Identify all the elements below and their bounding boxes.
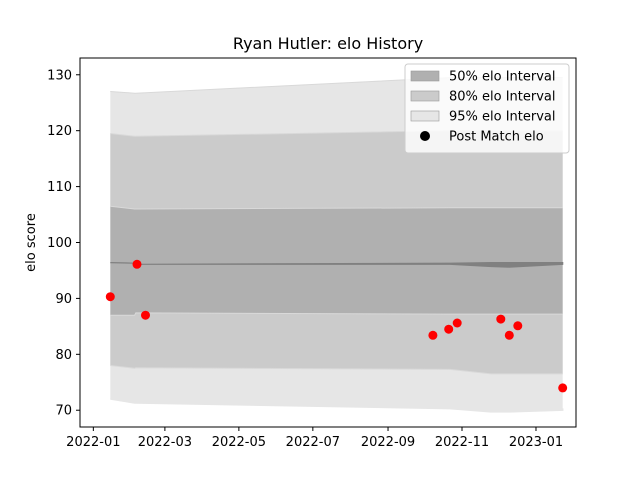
legend: 50% elo Interval 80% elo Interval 95% elo … bbox=[404, 63, 570, 154]
y-tick-label: 100 bbox=[47, 236, 72, 251]
x-tick-label: 2023-01 bbox=[509, 435, 563, 450]
x-tick-label: 2022-01 bbox=[66, 435, 120, 450]
elo-point bbox=[452, 318, 462, 328]
y-tick-label: 80 bbox=[55, 348, 72, 363]
legend-marker bbox=[420, 131, 430, 141]
band-50 bbox=[110, 206, 563, 316]
x-tick-label: 2022-11 bbox=[435, 435, 489, 450]
y-tick-label: 130 bbox=[47, 68, 72, 83]
post-match-points bbox=[105, 259, 568, 393]
elo-point bbox=[558, 383, 568, 393]
y-axis-label: elo score bbox=[24, 213, 39, 272]
elo-point bbox=[496, 314, 506, 324]
elo-point bbox=[428, 330, 438, 340]
x-tick-label: 2022-09 bbox=[361, 435, 415, 450]
band-95-lower-fill bbox=[110, 365, 563, 410]
edge-50-upper bbox=[110, 205, 563, 210]
center-band bbox=[110, 262, 564, 268]
elo-center-line bbox=[110, 262, 564, 268]
legend-swatch bbox=[410, 110, 440, 122]
x-tick-label: 2022-07 bbox=[286, 435, 340, 450]
y-tick-label: 110 bbox=[47, 180, 72, 195]
y-tick-label: 70 bbox=[55, 404, 72, 419]
legend-label: 80% elo Interval bbox=[449, 90, 556, 105]
elo-point bbox=[141, 310, 150, 320]
elo-point bbox=[105, 292, 115, 302]
band-80-lower bbox=[110, 312, 563, 374]
elo-point bbox=[504, 330, 514, 340]
y-tick-label: 90 bbox=[55, 292, 72, 307]
edge-80-lower bbox=[110, 312, 563, 316]
x-tick-label: 2022-03 bbox=[138, 435, 192, 450]
x-axis: 2022-01 2022-03 2022-05 2022-07 2022-09 2022-… bbox=[66, 427, 563, 450]
legend-swatch bbox=[410, 70, 440, 82]
elo-point bbox=[132, 259, 142, 269]
legend-label: 50% elo Interval bbox=[449, 70, 556, 85]
y-tick-label: 120 bbox=[47, 124, 72, 139]
elo-point bbox=[444, 324, 454, 334]
legend-label: 95% elo Interval bbox=[449, 110, 556, 125]
legend-label: Post Match elo bbox=[449, 130, 544, 145]
x-tick-label: 2022-05 bbox=[212, 435, 266, 450]
legend-box bbox=[404, 63, 570, 154]
y-axis: 70 80 90 100 110 120 130 bbox=[47, 68, 80, 419]
elo-point bbox=[513, 321, 523, 331]
chart-title: Ryan Hutler: elo History bbox=[233, 34, 423, 53]
edge-95-lower bbox=[110, 365, 563, 375]
legend-swatch bbox=[410, 90, 440, 102]
